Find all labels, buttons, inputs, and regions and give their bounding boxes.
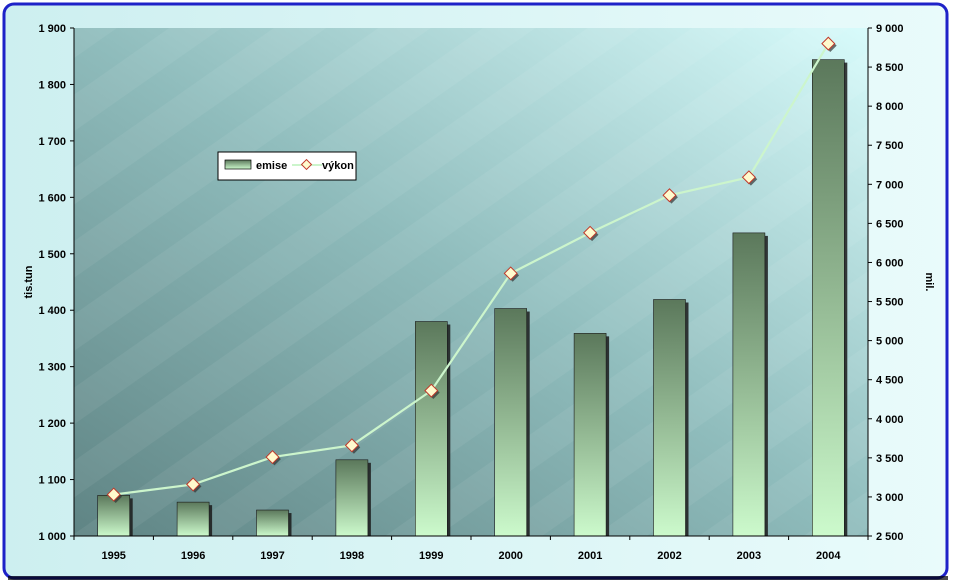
x-tick-label: 2002	[657, 550, 681, 562]
line-marker	[662, 188, 677, 203]
x-tick-label: 2001	[578, 550, 602, 562]
bar	[97, 495, 130, 537]
legend-label-vykon: výkon	[322, 160, 354, 172]
line-marker	[741, 170, 756, 185]
y-axis-label: tis.tun	[23, 265, 35, 298]
y-tick-label: 1 500	[38, 249, 66, 261]
y2-tick-label: 6 000	[876, 257, 904, 269]
y-tick-label: 1 400	[38, 305, 66, 317]
y-tick-label: 1 800	[38, 79, 66, 91]
x-tick-label: 1999	[419, 550, 443, 562]
y2-tick-label: 9 000	[876, 23, 904, 35]
bar	[811, 59, 845, 537]
x-tick-label: 1997	[260, 550, 284, 562]
bar	[573, 333, 607, 537]
x-tick-label: 2004	[816, 550, 841, 562]
y2-tick-label: 5 500	[876, 297, 904, 309]
x-tick-label: 2003	[737, 550, 761, 562]
y-tick-label: 1 300	[38, 362, 66, 374]
bar	[732, 232, 766, 537]
bar	[653, 299, 686, 537]
y2-tick-label: 7 500	[876, 140, 904, 152]
y2-tick-label: 8 500	[876, 62, 904, 74]
bar	[414, 321, 448, 537]
y-tick-label: 1 700	[38, 136, 66, 148]
line-marker	[186, 477, 201, 492]
y2-tick-label: 3 500	[876, 453, 904, 465]
y2-tick-label: 2 500	[876, 531, 904, 543]
y-tick-label: 1 600	[38, 192, 66, 204]
y-tick-label: 1 000	[38, 531, 66, 543]
bar	[494, 308, 528, 537]
line-marker	[344, 438, 359, 453]
x-tick-label: 1995	[101, 550, 125, 562]
chart-outer-shadow	[8, 576, 948, 580]
line-marker	[106, 487, 121, 502]
line-marker	[583, 225, 598, 240]
legend-marker-vykon	[300, 158, 313, 171]
line-marker	[821, 36, 836, 51]
y2-axis-label: mil.	[923, 273, 935, 292]
y2-tick-label: 3 000	[876, 492, 904, 504]
y2-tick-label: 4 500	[876, 375, 904, 387]
line-marker	[424, 383, 439, 398]
line-marker	[265, 449, 280, 465]
y2-tick-label: 8 000	[876, 101, 904, 113]
x-tick-label: 1996	[181, 550, 205, 562]
line-series-vykon	[113, 43, 830, 496]
y2-tick-label: 7 000	[876, 179, 904, 191]
bar	[176, 501, 210, 537]
legend: emise výkon	[217, 151, 357, 181]
y2-tick-label: 5 000	[876, 336, 904, 348]
bar	[256, 509, 289, 537]
x-tick-label: 2000	[498, 550, 522, 562]
bar	[335, 459, 369, 537]
x-tick-label: 1998	[340, 550, 364, 562]
y-tick-label: 1 900	[38, 23, 66, 35]
y2-tick-label: 6 500	[876, 218, 904, 230]
line-marker	[503, 266, 518, 281]
y-tick-label: 1 200	[38, 418, 66, 430]
y2-tick-label: 4 000	[876, 414, 904, 426]
y-tick-label: 1 100	[38, 475, 66, 487]
legend-swatch-emise	[224, 159, 252, 170]
legend-label-emise: emise	[256, 160, 287, 172]
